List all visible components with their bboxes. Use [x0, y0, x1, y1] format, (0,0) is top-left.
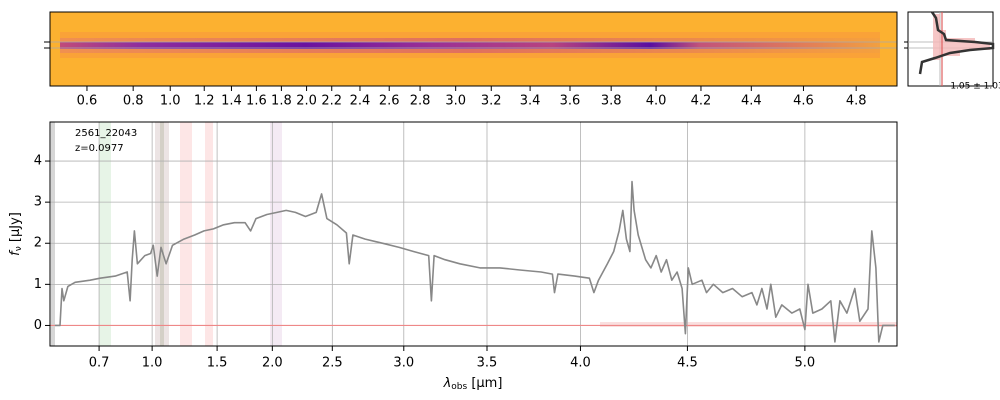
y-label-symbol: f	[8, 249, 23, 256]
x-tick-label: 2.0	[262, 356, 283, 371]
x-tick-label: 3.0	[393, 356, 414, 371]
x-tick-label: 4.8	[846, 94, 867, 109]
spectrum-2d	[44, 11, 898, 87]
annotation: z=0.0977	[75, 143, 124, 154]
spectrum-line	[54, 180, 895, 343]
x-tick-label: 3.2	[481, 94, 502, 109]
y-axis-label: fν [μJy]	[8, 212, 24, 256]
y-tick-label: 3	[34, 195, 42, 210]
x-tick-label: 1.8	[271, 94, 292, 109]
y-tick-label: 0	[34, 318, 42, 333]
x-tick-label: 2.0	[296, 94, 317, 109]
annotation: 2561_22043	[75, 128, 137, 139]
x-tick-label: 4.2	[691, 94, 712, 109]
x-tick-label: 1.6	[246, 94, 267, 109]
x-tick-label: 3.4	[520, 94, 541, 109]
x-label-unit: [μm]	[467, 376, 502, 391]
x-tick-label: 1.4	[221, 94, 242, 109]
x-tick-label: 1.5	[207, 356, 228, 371]
x-tick-label: 2.2	[321, 94, 342, 109]
x-tick-label: 4.6	[793, 94, 814, 109]
profile-label: 1.05 ± 1.03	[950, 82, 1000, 92]
x-tick-label: 3.5	[477, 356, 498, 371]
x-tick-label: 2.5	[322, 356, 343, 371]
x-tick-label: 0.6	[77, 94, 98, 109]
y-label-sub: ν	[14, 246, 24, 251]
x-axis-label: λobs [μm]	[443, 376, 503, 392]
axes-frame	[49, 121, 898, 347]
x-tick-label: 4.0	[570, 356, 591, 371]
profile-panel: 1.05 ± 1.03	[904, 11, 1000, 92]
x-label-sub: obs	[451, 382, 467, 392]
x-tick-label: 2.6	[379, 94, 400, 109]
y-tick-label: 2	[34, 236, 42, 251]
x-tick-label: 4.0	[646, 94, 667, 109]
x-tick-label: 1.0	[160, 94, 181, 109]
x-tick-label: 3.0	[445, 94, 466, 109]
x-tick-label: 0.7	[89, 356, 110, 371]
y-label-unit: [μJy]	[8, 212, 23, 246]
x-tick-label: 2.4	[350, 94, 371, 109]
y-tick-label: 1	[34, 277, 42, 292]
x-tick-label: 4.4	[741, 94, 762, 109]
x-tick-label: 3.8	[601, 94, 622, 109]
line-bands	[51, 122, 897, 346]
y-tick-label: 4	[34, 154, 42, 169]
x-tick-label: 4.5	[677, 356, 698, 371]
x-tick-label: 5.0	[795, 356, 816, 371]
x-tick-label: 3.6	[560, 94, 581, 109]
plot-area	[50, 122, 897, 346]
x-tick-label: 2.8	[410, 94, 431, 109]
x-tick-label: 1.2	[194, 94, 215, 109]
x-label-symbol: λ	[443, 376, 452, 391]
x-tick-label: 1.0	[142, 356, 163, 371]
x-tick-label: 0.8	[123, 94, 144, 109]
